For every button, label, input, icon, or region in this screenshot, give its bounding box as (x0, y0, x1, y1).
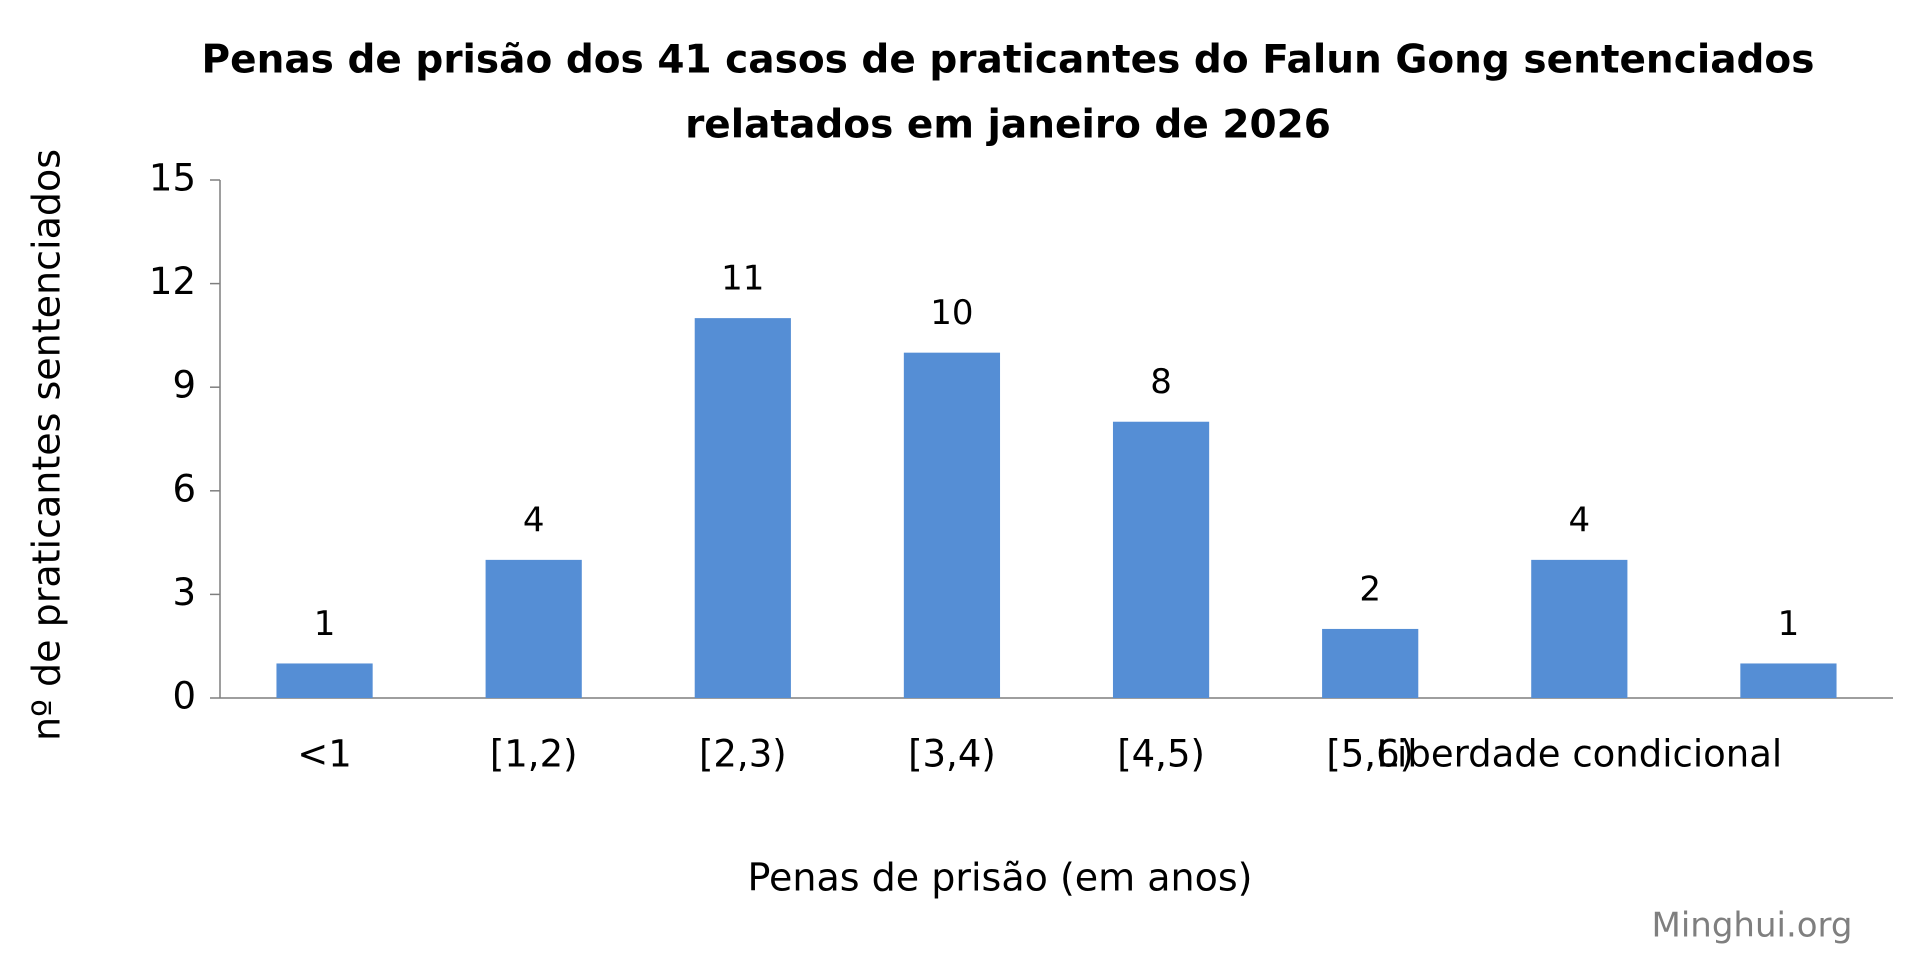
data-label: 4 (1568, 500, 1590, 540)
y-tick-label: 3 (172, 571, 196, 614)
x-tick-label: [5,6) (1326, 733, 1414, 776)
watermark: Minghui.org (1651, 906, 1852, 946)
data-label: 1 (1778, 604, 1800, 644)
bar (1112, 421, 1210, 698)
bar (1322, 628, 1419, 698)
chart-title: relatados em janeiro de 2026 (685, 103, 1331, 148)
y-axis-label: nº de praticantes sentenciados (25, 149, 69, 741)
y-tick-label: 0 (172, 675, 196, 718)
x-tick-label: [4,5) (1117, 733, 1205, 776)
x-tick-label: Liberdade condicional (1376, 733, 1782, 776)
data-label: 11 (721, 259, 764, 299)
y-tick-label: 15 (149, 157, 196, 200)
data-label: 8 (1150, 362, 1172, 402)
x-tick-label: [3,4) (908, 733, 996, 776)
data-label: 10 (930, 293, 973, 333)
x-tick-label: [2,3) (699, 733, 787, 776)
data-label: 4 (523, 500, 545, 540)
y-tick-label: 12 (149, 260, 196, 303)
x-axis-label: Penas de prisão (em anos) (747, 856, 1252, 900)
x-tick-label: <1 (297, 733, 352, 776)
data-label: 1 (314, 604, 336, 644)
y-tick-label: 9 (172, 364, 196, 407)
bar (694, 318, 791, 698)
chart-title: Penas de prisão dos 41 casos de pratican… (202, 38, 1815, 83)
bar (1740, 663, 1837, 698)
bar (1531, 559, 1628, 698)
bar (903, 352, 1001, 698)
bar (276, 663, 373, 698)
x-tick-label: [1,2) (490, 733, 578, 776)
bar (485, 559, 582, 698)
data-label: 2 (1359, 569, 1381, 609)
y-tick-label: 6 (172, 467, 196, 510)
